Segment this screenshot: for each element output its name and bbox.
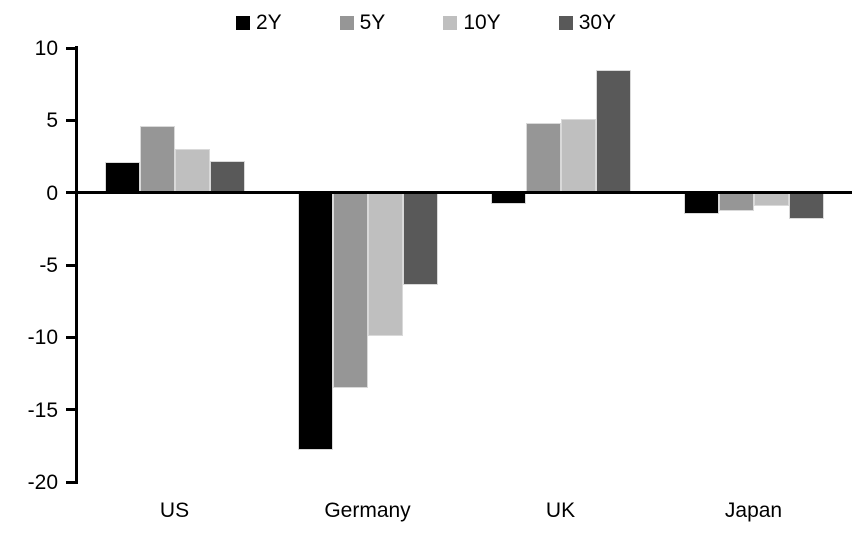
category-label-us: US	[159, 499, 190, 522]
bar-japan-30y	[788, 192, 824, 219]
legend-swatch-10y	[443, 15, 458, 30]
bar-japan-5y	[718, 192, 754, 212]
y-tick-label: 10	[34, 37, 58, 60]
y-tick-mark	[66, 191, 76, 195]
y-tick-label: -15	[27, 398, 58, 422]
legend-item-5y: 5Y	[339, 11, 386, 34]
y-tick-mark	[66, 118, 76, 122]
y-axis-line	[75, 46, 78, 484]
bar-uk-10y	[560, 118, 596, 193]
legend-item-2y: 2Y	[235, 11, 282, 34]
bar-uk-2y	[490, 192, 526, 205]
bar-uk-30y	[595, 69, 631, 193]
y-tick-mark	[66, 335, 76, 339]
bar-uk-5y	[525, 123, 561, 193]
bar-us-10y	[174, 149, 210, 193]
y-tick-label: -5	[39, 254, 58, 277]
legend-label: 30Y	[578, 11, 617, 34]
legend: 2Y 5Y 10Y 30Y	[0, 12, 852, 33]
bar-germany-5y	[332, 192, 368, 388]
y-tick-label: 0	[46, 181, 58, 205]
category-label-germany: Germany	[324, 499, 411, 522]
bar-germany-30y	[402, 192, 438, 286]
legend-item-30y: 30Y	[558, 11, 617, 34]
y-tick-label: -10	[27, 326, 58, 350]
y-tick-label: 5	[46, 109, 58, 133]
category-label-japan: Japan	[724, 499, 783, 522]
legend-item-10y: 10Y	[443, 11, 501, 34]
y-tick-mark	[66, 46, 76, 50]
y-tick-mark	[66, 408, 76, 412]
zero-baseline	[75, 191, 852, 194]
bar-germany-10y	[367, 192, 403, 336]
bar-germany-2y	[297, 192, 333, 451]
bar-us-5y	[139, 126, 175, 193]
y-tick-label: -20	[27, 471, 58, 494]
legend-swatch-5y	[339, 15, 354, 30]
category-label-uk: UK	[545, 499, 576, 522]
y-tick-mark	[66, 263, 76, 267]
legend-label: 10Y	[463, 11, 501, 34]
legend-label: 5Y	[359, 11, 386, 34]
bar-japan-2y	[683, 192, 719, 215]
bar-us-30y	[209, 160, 245, 193]
bar-us-2y	[104, 162, 140, 193]
legend-swatch-30y	[558, 15, 573, 30]
bar-japan-10y	[753, 192, 789, 206]
legend-label: 2Y	[255, 11, 282, 34]
y-tick-mark	[66, 480, 76, 484]
legend-swatch-2y	[235, 15, 250, 30]
